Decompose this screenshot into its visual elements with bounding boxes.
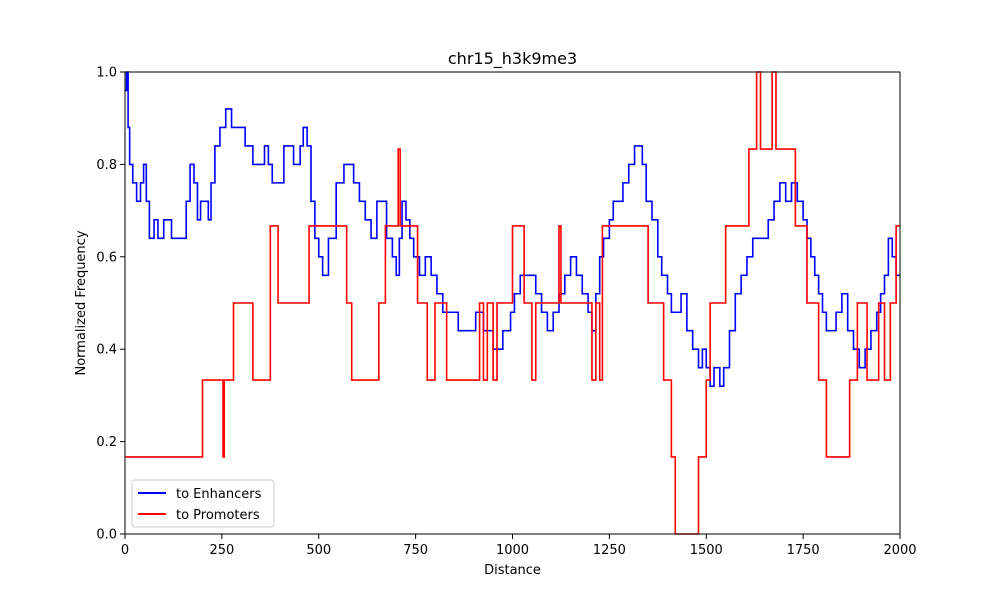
y-tick-label: 0.8 xyxy=(96,158,117,173)
x-axis: 0 250 500 750 1000 1250 1500 1750 2000 xyxy=(121,534,917,558)
x-tick-label: 2000 xyxy=(883,543,916,558)
legend-label-promoters: to Promoters xyxy=(176,508,260,523)
x-tick-label: 750 xyxy=(403,543,428,558)
x-tick-label: 500 xyxy=(306,543,331,558)
legend: to Enhancers to Promoters xyxy=(131,479,275,528)
y-axis-label: Normalized Frequency xyxy=(74,230,89,375)
x-axis-label: Distance xyxy=(484,563,541,578)
y-tick-label: 0.0 xyxy=(96,528,117,543)
legend-label-enhancers: to Enhancers xyxy=(176,487,262,502)
x-tick-label: 0 xyxy=(121,543,129,558)
y-tick-label: 0.4 xyxy=(96,343,117,358)
x-tick-label: 250 xyxy=(209,543,234,558)
series-layer xyxy=(125,71,900,535)
y-tick-label: 1.0 xyxy=(96,66,117,81)
series-line-to-promoters xyxy=(125,71,900,535)
legend-box xyxy=(131,479,275,528)
y-tick-label: 0.2 xyxy=(96,435,117,450)
x-tick-label: 1750 xyxy=(787,543,820,558)
y-tick-label: 0.6 xyxy=(96,250,117,265)
series-line-to-enhancers xyxy=(125,71,900,387)
y-axis: 0.0 0.2 0.4 0.6 0.8 1.0 xyxy=(96,66,125,543)
x-tick-label: 1000 xyxy=(496,543,529,558)
x-tick-label: 1250 xyxy=(593,543,626,558)
x-tick-label: 1500 xyxy=(690,543,723,558)
chart-title: chr15_h3k9me3 xyxy=(448,49,577,69)
